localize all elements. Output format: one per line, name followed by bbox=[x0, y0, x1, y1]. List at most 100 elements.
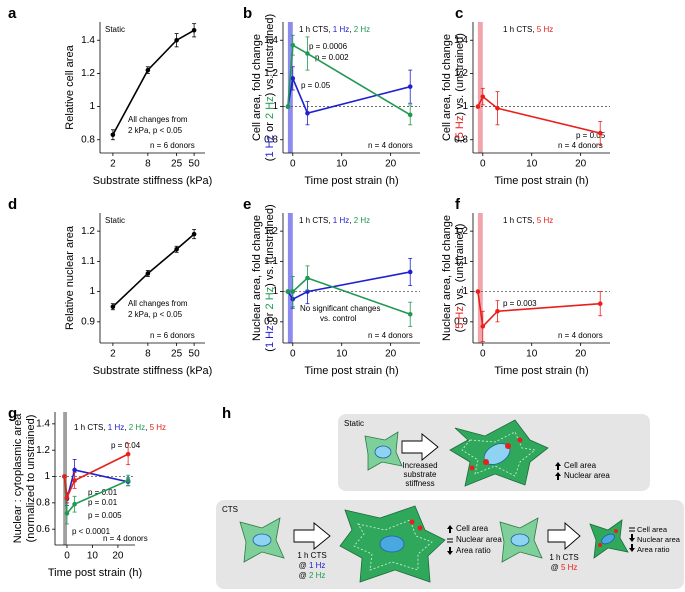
series-line bbox=[112, 233, 195, 308]
up-arrow bbox=[555, 462, 561, 470]
data-point bbox=[72, 478, 77, 483]
text-part: ) vs. (unstrained) bbox=[264, 204, 276, 287]
x-tick-label: 0 bbox=[480, 159, 486, 170]
data-point bbox=[290, 289, 296, 294]
cts-box bbox=[216, 500, 684, 589]
series-line bbox=[287, 271, 411, 301]
annotation: p = 0.05 bbox=[576, 131, 606, 140]
y-axis-label: Cell area, fold change bbox=[251, 34, 263, 141]
y-tick-label: 1.4 bbox=[36, 418, 50, 429]
arrow-label: 1 h CTS bbox=[549, 553, 578, 562]
panel-title: 1 h CTS, 5 Hz bbox=[503, 25, 553, 34]
text-part: (normalized to unstrained) bbox=[25, 415, 37, 543]
text-part: 2 Hz bbox=[264, 287, 276, 310]
text-part: 2 Hz bbox=[354, 25, 370, 34]
text-part: , bbox=[349, 25, 353, 34]
x-tick-label: 20 bbox=[575, 349, 587, 360]
text-part: Nuclear : cytoplasmic area bbox=[12, 413, 24, 543]
y-tick-label: 0.8 bbox=[36, 498, 50, 509]
text-part: 5 Hz bbox=[537, 216, 553, 225]
y-tick-label: 1.1 bbox=[264, 256, 278, 267]
block-arrow bbox=[401, 433, 439, 461]
series-line bbox=[63, 476, 129, 516]
data-point bbox=[110, 304, 116, 310]
text-part: ) vs. (unstrained) bbox=[454, 33, 466, 116]
strain-period bbox=[477, 213, 483, 343]
x-axis-label: Time post strain (h) bbox=[494, 365, 588, 377]
block-arrow bbox=[547, 522, 581, 550]
y-axis-label: (normalized to unstrained) bbox=[25, 415, 37, 543]
text-part: 1 Hz bbox=[333, 216, 349, 225]
text-part: , bbox=[349, 216, 353, 225]
effect: Cell area bbox=[456, 524, 489, 533]
text-part: 5 Hz bbox=[454, 116, 466, 139]
text-part: 5 Hz bbox=[537, 25, 553, 34]
data-point bbox=[290, 76, 296, 81]
text-part: Cell area, fold change bbox=[441, 34, 453, 141]
data-point bbox=[305, 110, 310, 116]
data-point bbox=[62, 474, 67, 479]
data-point bbox=[495, 308, 500, 314]
equal-sign bbox=[447, 538, 453, 543]
annotation: 2 kPa, p < 0.05 bbox=[128, 310, 183, 319]
data-point bbox=[475, 104, 481, 109]
y-tick-label: 1 bbox=[44, 471, 50, 482]
data-point bbox=[475, 289, 481, 294]
text-part: 1 h CTS, bbox=[503, 216, 537, 225]
data-point bbox=[407, 311, 413, 317]
text-part: ) vs. (unstrained) bbox=[264, 14, 276, 97]
annotation: p = 0.01 bbox=[88, 498, 118, 507]
up-arrow bbox=[555, 472, 561, 480]
cell bbox=[239, 517, 285, 563]
y-tick-label: 1.2 bbox=[81, 68, 95, 79]
arrow-label: Increased bbox=[402, 461, 437, 470]
x-tick-label: 20 bbox=[112, 551, 124, 562]
x-tick-label: 0 bbox=[480, 349, 486, 360]
x-tick-label: 50 bbox=[189, 349, 201, 360]
panel-letter: e bbox=[243, 196, 251, 213]
y-tick-label: 0.8 bbox=[264, 134, 278, 145]
annotation: p = 0.005 bbox=[88, 511, 122, 520]
y-axis-label: Cell area, fold change bbox=[441, 34, 453, 141]
data-point bbox=[64, 495, 70, 500]
y-tick-label: 1.4 bbox=[454, 35, 468, 46]
arrow-label: @ 1 Hz bbox=[299, 561, 326, 570]
y-tick-label: 1 bbox=[89, 286, 95, 297]
text-part: or bbox=[264, 309, 276, 325]
y-tick-label: 1.1 bbox=[81, 256, 95, 267]
y-tick-label: 1 bbox=[272, 286, 278, 297]
x-tick-label: 25 bbox=[171, 159, 183, 170]
panel-title: 1 h CTS, 1 Hz, 2 Hz, 5 Hz bbox=[74, 423, 166, 432]
panel-title: 1 h CTS, 1 Hz, 2 Hz bbox=[299, 216, 370, 225]
annotation: n = 4 donors bbox=[558, 331, 603, 340]
x-tick-label: 20 bbox=[385, 159, 397, 170]
text-part: 1 h CTS, bbox=[299, 25, 333, 34]
down-arrow bbox=[629, 544, 635, 552]
text-part: Relative cell area bbox=[64, 44, 76, 129]
data-point bbox=[174, 37, 179, 43]
annotation: p < 0.0001 bbox=[72, 527, 111, 536]
text-part: Nuclear area, fold change bbox=[441, 215, 453, 341]
effect: Nuclear area bbox=[564, 471, 610, 480]
text-part: 2 Hz bbox=[354, 216, 370, 225]
x-tick-label: 2 bbox=[110, 159, 116, 170]
text-part: ( bbox=[454, 328, 466, 332]
x-tick-label: 0 bbox=[64, 551, 70, 562]
data-point bbox=[64, 511, 70, 516]
panel: b 0.8 1 1.2 1.4 0 10 20 Time post strain (h) Cell… bbox=[243, 5, 420, 187]
strained-cell bbox=[589, 519, 629, 559]
data-point bbox=[145, 67, 151, 73]
x-tick-label: 0 bbox=[290, 159, 296, 170]
data-point bbox=[407, 112, 413, 118]
text-part: , bbox=[124, 423, 128, 432]
arrow-label: substrate bbox=[404, 470, 437, 479]
y-tick-label: 1 bbox=[272, 101, 278, 112]
effect: Nuclear area bbox=[637, 535, 681, 544]
effect: Area ratio bbox=[637, 545, 670, 554]
x-axis-label: Substrate stiffness (kPa) bbox=[93, 365, 213, 377]
cell bbox=[364, 431, 403, 471]
data-point bbox=[407, 84, 413, 89]
block-arrow bbox=[293, 522, 331, 550]
large-cell bbox=[339, 505, 446, 583]
text-part: 1 h CTS, bbox=[503, 25, 537, 34]
